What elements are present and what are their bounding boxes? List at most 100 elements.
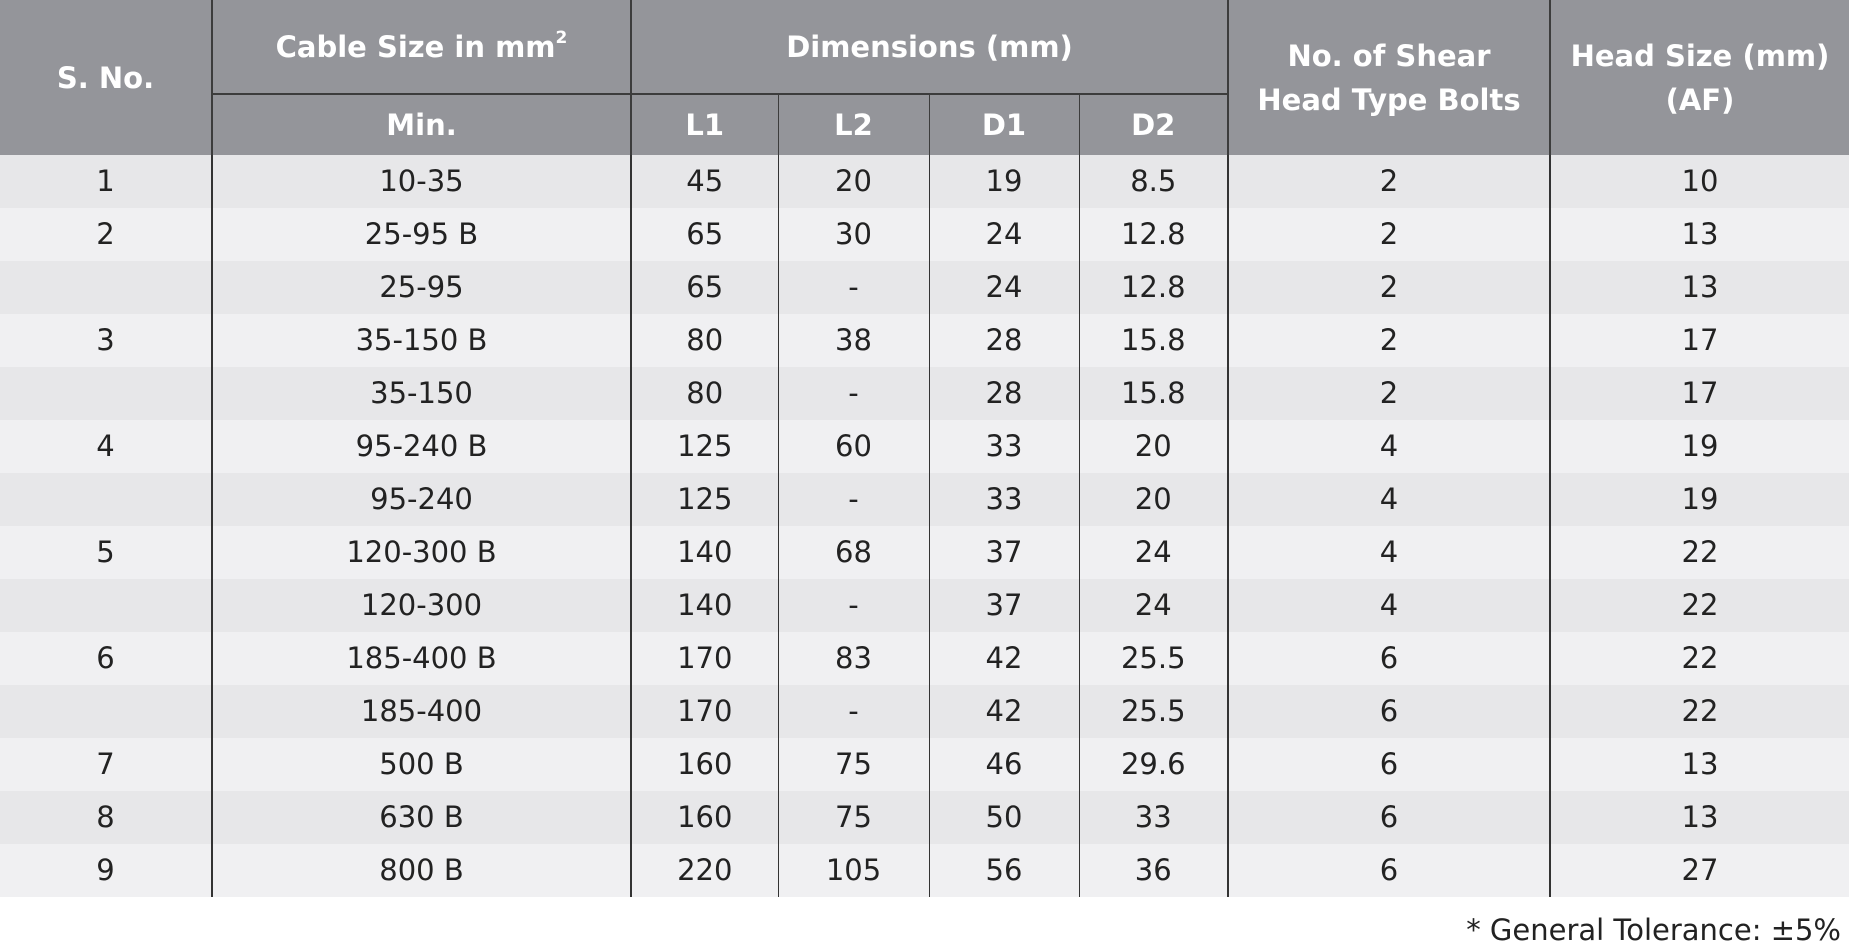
- table-row: 4 95-240 B 125 60 33 20 4 19: [0, 420, 1849, 473]
- cell-shear-bolts: 4: [1227, 473, 1550, 526]
- cell-head-size: 22: [1549, 526, 1849, 579]
- header-row-bottom: Min. L1 L2 D1 D2: [0, 93, 1849, 155]
- cell-l1: 140: [630, 526, 778, 579]
- table-row: 9 800 B 220 105 56 36 6 27: [0, 844, 1849, 897]
- table-row: 8 630 B 160 75 50 33 6 13: [0, 791, 1849, 844]
- cell-head-size: 19: [1549, 420, 1849, 473]
- cell-d1: 37: [928, 526, 1079, 579]
- cell-l1: 170: [630, 685, 778, 738]
- cell-d2: 36: [1078, 844, 1228, 897]
- table-row: 1 10-35 45 20 19 8.5 2 10: [0, 155, 1849, 208]
- cell-l2: -: [777, 579, 929, 632]
- header-cable-size: Cable Size in mm2: [211, 0, 631, 94]
- table-row: 2 25-95 B 65 30 24 12.8 2 13: [0, 208, 1849, 261]
- cell-l2: -: [777, 473, 929, 526]
- cell-cable-size: 10-35: [211, 155, 631, 208]
- cell-d1: 33: [928, 473, 1079, 526]
- cell-l1: 170: [630, 632, 778, 685]
- cell-d1: 37: [928, 579, 1079, 632]
- cell-l1: 220: [630, 844, 778, 897]
- cell-sno: [0, 579, 212, 632]
- cell-cable-size: 185-400 B: [211, 632, 631, 685]
- cell-head-size: 17: [1549, 367, 1849, 420]
- cell-sno: 1: [0, 155, 212, 208]
- cell-l2: 30: [777, 208, 929, 261]
- cell-d2: 24: [1078, 526, 1228, 579]
- cell-cable-size: 120-300 B: [211, 526, 631, 579]
- cell-head-size: 22: [1549, 579, 1849, 632]
- cell-d1: 24: [928, 261, 1079, 314]
- cell-cable-size: 95-240: [211, 473, 631, 526]
- cell-d2: 15.8: [1078, 314, 1228, 367]
- cell-shear-bolts: 4: [1227, 526, 1550, 579]
- cell-l2: 83: [777, 632, 929, 685]
- cell-shear-bolts: 2: [1227, 367, 1550, 420]
- cell-shear-bolts: 6: [1227, 738, 1550, 791]
- table-row: 25-95 65-24 12.8 2 13: [0, 261, 1849, 314]
- cell-d1: 42: [928, 685, 1079, 738]
- cell-d1: 33: [928, 420, 1079, 473]
- cell-cable-size: 500 B: [211, 738, 631, 791]
- cell-d1: 42: [928, 632, 1079, 685]
- cell-l1: 45: [630, 155, 778, 208]
- cell-sno: 4: [0, 420, 212, 473]
- cell-sno: [0, 261, 212, 314]
- cell-d2: 25.5: [1078, 632, 1228, 685]
- cell-cable-size: 185-400: [211, 685, 631, 738]
- table-row: 3 35-150 B 80 38 28 15.8 2 17: [0, 314, 1849, 367]
- cell-sno: 6: [0, 632, 212, 685]
- cell-l2: 20: [777, 155, 929, 208]
- cell-cable-size: 25-95: [211, 261, 631, 314]
- table-row: 35-150 80-28 15.8 2 17: [0, 367, 1849, 420]
- cell-sno: [0, 473, 212, 526]
- cell-cable-size: 800 B: [211, 844, 631, 897]
- cell-shear-bolts: 2: [1227, 208, 1550, 261]
- cell-shear-bolts: 2: [1227, 155, 1550, 208]
- cell-head-size: 22: [1549, 685, 1849, 738]
- cell-l1: 160: [630, 791, 778, 844]
- cell-shear-bolts: 6: [1227, 791, 1550, 844]
- cell-sno: 2: [0, 208, 212, 261]
- table-row: 6 185-400 B 170 83 42 25.5 6 22: [0, 632, 1849, 685]
- header-min: Min.: [211, 93, 631, 155]
- cell-l1: 80: [630, 314, 778, 367]
- cell-l2: -: [777, 261, 929, 314]
- cell-l2: 60: [777, 420, 929, 473]
- cell-head-size: 27: [1549, 844, 1849, 897]
- cell-l1: 125: [630, 473, 778, 526]
- header-cable-size-superscript: 2: [555, 27, 568, 48]
- cell-shear-bolts: 6: [1227, 685, 1550, 738]
- specification-table: S. No. Cable Size in mm2 Dimensions (mm)…: [0, 0, 1849, 897]
- header-d1: D1: [928, 94, 1079, 155]
- cell-d2: 29.6: [1078, 738, 1228, 791]
- tolerance-note: * General Tolerance: ±5%: [1466, 913, 1841, 947]
- cell-l1: 80: [630, 367, 778, 420]
- cell-shear-bolts: 6: [1227, 844, 1550, 897]
- table-row: 7 500 B 160 75 46 29.6 6 13: [0, 738, 1849, 791]
- cell-l1: 65: [630, 261, 778, 314]
- table-row: 5 120-300 B 140 68 37 24 4 22: [0, 526, 1849, 579]
- cell-head-size: 13: [1549, 261, 1849, 314]
- header-sno: S. No.: [0, 0, 212, 155]
- cell-head-size: 13: [1549, 208, 1849, 261]
- cell-d1: 46: [928, 738, 1079, 791]
- cell-shear-bolts: 6: [1227, 632, 1550, 685]
- cell-l1: 160: [630, 738, 778, 791]
- cell-head-size: 17: [1549, 314, 1849, 367]
- cell-shear-bolts: 4: [1227, 579, 1550, 632]
- cell-sno: 3: [0, 314, 212, 367]
- header-l1: L1: [630, 94, 778, 155]
- header-d2: D2: [1078, 94, 1228, 155]
- cell-l2: -: [777, 685, 929, 738]
- cell-shear-bolts: 2: [1227, 314, 1550, 367]
- cell-l1: 65: [630, 208, 778, 261]
- cell-l2: 38: [777, 314, 929, 367]
- header-shear-bolts: No. of Shear Head Type Bolts: [1227, 0, 1550, 155]
- cell-head-size: 13: [1549, 791, 1849, 844]
- cell-shear-bolts: 2: [1227, 261, 1550, 314]
- cell-l1: 140: [630, 579, 778, 632]
- cell-l2: 75: [777, 791, 929, 844]
- cell-l2: -: [777, 367, 929, 420]
- cell-d2: 25.5: [1078, 685, 1228, 738]
- cell-head-size: 19: [1549, 473, 1849, 526]
